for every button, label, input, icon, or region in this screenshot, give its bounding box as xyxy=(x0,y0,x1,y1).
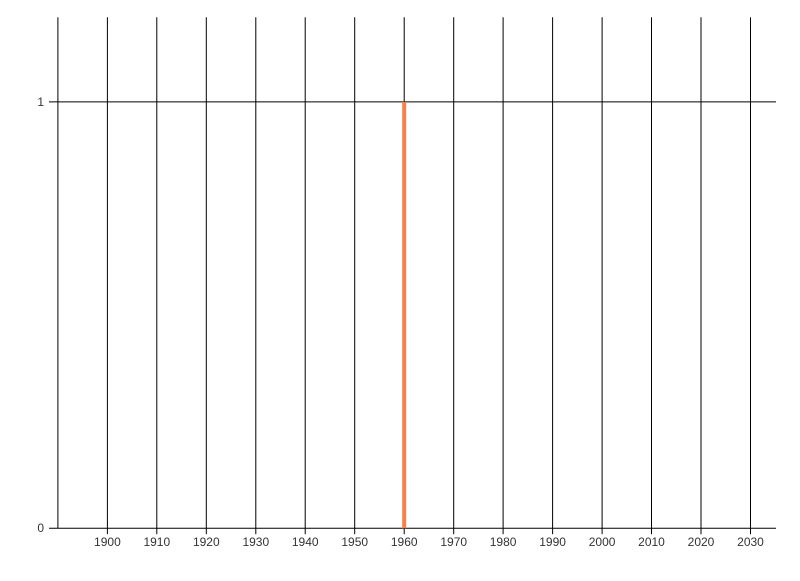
svg-text:2020: 2020 xyxy=(688,535,715,549)
svg-text:0: 0 xyxy=(37,521,44,535)
svg-text:2000: 2000 xyxy=(589,535,616,549)
svg-text:1900: 1900 xyxy=(94,535,121,549)
svg-text:1960: 1960 xyxy=(391,535,418,549)
svg-text:1920: 1920 xyxy=(193,535,220,549)
svg-text:1990: 1990 xyxy=(539,535,566,549)
svg-text:1970: 1970 xyxy=(440,535,467,549)
svg-text:1930: 1930 xyxy=(242,535,269,549)
svg-text:1940: 1940 xyxy=(292,535,319,549)
svg-text:2010: 2010 xyxy=(638,535,665,549)
svg-text:2030: 2030 xyxy=(737,535,764,549)
svg-text:1980: 1980 xyxy=(490,535,517,549)
svg-text:1950: 1950 xyxy=(341,535,368,549)
svg-text:1: 1 xyxy=(37,95,44,109)
svg-text:1910: 1910 xyxy=(143,535,170,549)
